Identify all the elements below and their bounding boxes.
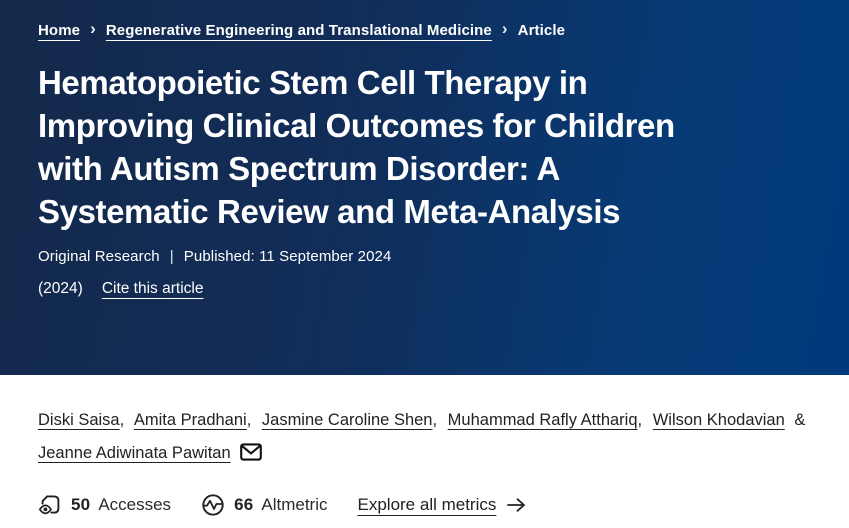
author-separator: , [119,411,125,429]
article-header-banner: Home › Regenerative Engineering and Tran… [0,0,849,375]
arrow-right-icon [506,497,527,513]
article-meta: Original Research | Published: 11 Septem… [38,248,811,265]
ampersand: & [794,411,806,429]
cite-this-article-link[interactable]: Cite this article [101,280,204,297]
chevron-right-icon: › [501,19,508,38]
author-link[interactable]: Muhammad Rafly Atthariq [447,411,638,429]
author-separator: , [432,411,438,429]
accesses-metric: 50 Accesses [38,493,171,517]
author-link[interactable]: Amita Pradhani [133,411,247,429]
chevron-right-icon: › [90,19,96,38]
author-link[interactable]: Jeanne Adiwinata Pawitan [38,444,231,462]
citation-row: (2024) Cite this article [38,280,811,298]
page-title: Hematopoietic Stem Cell Therapy in Impro… [38,64,675,230]
authors-list: Diski Saisa, Amita Pradhani, Jasmine Car… [38,404,811,470]
article-type: Original Research [38,248,160,265]
author-link[interactable]: Wilson Khodavian [652,411,785,429]
explore-all-metrics-link[interactable]: Explore all metrics [358,495,528,515]
article-year: (2024) [38,280,83,297]
accesses-label: Accesses [98,495,172,514]
breadcrumb-journal-link[interactable]: Regenerative Engineering and Translation… [105,21,492,39]
accesses-eye-document-icon [38,493,62,517]
breadcrumb-home-link[interactable]: Home [38,21,81,39]
email-corresponding-author-button[interactable] [239,443,262,461]
breadcrumb: Home › Regenerative Engineering and Tran… [38,19,811,40]
altmetric-label: Altmetric [261,495,328,514]
author-separator: , [246,411,252,429]
meta-separator: | [169,248,174,265]
altmetric-metric: 66 Altmetric [201,493,328,517]
author-link[interactable]: Diski Saisa [38,411,120,429]
author-link[interactable]: Jasmine Caroline Shen [261,411,433,429]
article-info-section: Diski Saisa, Amita Pradhani, Jasmine Car… [0,375,849,517]
published-date: Published: 11 September 2024 [183,248,392,265]
accesses-count: 50 [71,495,91,514]
author-separator: , [637,411,643,429]
explore-all-metrics-label: Explore all metrics [357,495,497,514]
metrics-bar: 50 Accesses 66 Altmetric Explore all met… [38,493,811,517]
envelope-icon [239,443,262,465]
altmetric-pulse-icon [201,493,225,517]
breadcrumb-current: Article [517,21,566,39]
altmetric-count: 66 [234,495,254,514]
